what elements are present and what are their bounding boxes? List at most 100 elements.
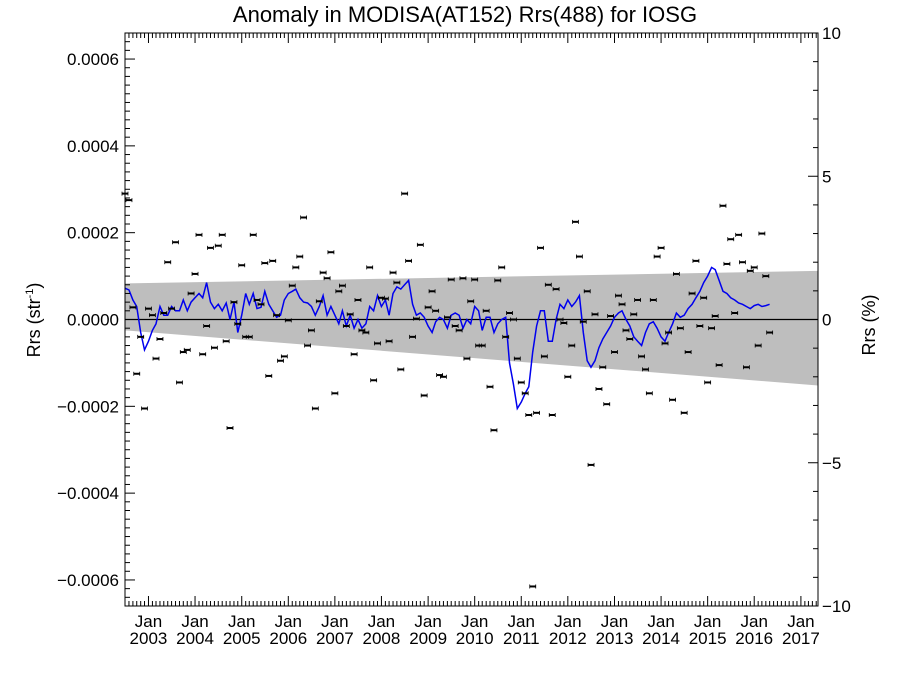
data-point — [451, 324, 459, 329]
data-point — [432, 308, 440, 313]
data-point — [370, 378, 378, 383]
data-point — [723, 261, 731, 266]
data-point — [277, 358, 284, 363]
x-tick-month: Jan — [554, 612, 581, 631]
data-point — [366, 265, 374, 270]
data-point — [211, 345, 218, 350]
data-point — [517, 380, 525, 385]
data-point — [385, 339, 393, 344]
data-point — [207, 245, 214, 250]
data-point — [649, 297, 657, 302]
data-point — [533, 410, 540, 415]
data-point — [762, 274, 770, 279]
data-point — [704, 380, 712, 385]
x-tick-year: 2003 — [130, 629, 168, 648]
data-point — [560, 320, 568, 325]
data-point — [362, 330, 370, 335]
data-point — [409, 334, 416, 339]
data-point — [381, 296, 389, 301]
data-point — [195, 232, 203, 237]
x-tick-month: Jan — [414, 612, 441, 631]
data-point — [401, 191, 409, 196]
data-point — [486, 384, 494, 389]
data-point — [447, 277, 455, 282]
data-point — [603, 402, 611, 407]
data-point — [296, 254, 304, 259]
data-point — [669, 397, 676, 402]
data-point — [389, 270, 397, 275]
y-axis-label-main: Rrs (str — [24, 298, 44, 357]
data-points-layer — [121, 191, 774, 589]
data-point — [160, 310, 168, 315]
data-point — [307, 328, 315, 333]
data-point — [280, 354, 288, 359]
data-point — [645, 391, 653, 396]
data-point — [719, 203, 727, 208]
x-tick-year: 2017 — [782, 629, 820, 648]
data-point — [257, 302, 265, 307]
data-point — [156, 337, 164, 342]
x-tick-year: 2004 — [176, 629, 214, 648]
x-tick-month: Jan — [508, 612, 535, 631]
y-tick-label: 0.0004 — [67, 137, 119, 156]
y-tick-label: −0.0006 — [57, 571, 119, 590]
data-point — [187, 291, 195, 296]
data-point — [494, 278, 502, 283]
data-point — [203, 324, 211, 329]
data-point — [611, 350, 618, 355]
data-point — [696, 324, 704, 329]
data-point — [214, 243, 222, 248]
data-point — [510, 317, 517, 322]
data-point — [315, 299, 323, 304]
data-point — [443, 315, 451, 320]
x-tick-month: Jan — [461, 612, 488, 631]
data-point — [234, 321, 242, 326]
data-point — [342, 324, 350, 329]
data-point — [568, 343, 576, 348]
data-point — [249, 232, 257, 237]
data-point — [688, 291, 696, 296]
data-point — [490, 428, 498, 433]
data-point — [416, 242, 424, 247]
data-point — [700, 295, 708, 300]
data-point — [145, 306, 152, 311]
data-point — [230, 300, 238, 305]
data-point — [498, 265, 506, 270]
data-point — [253, 297, 261, 302]
data-point — [642, 367, 649, 372]
data-point — [261, 261, 269, 266]
data-point — [311, 406, 319, 411]
data-point — [467, 299, 475, 304]
y2-tick-label: −5 — [822, 454, 841, 473]
data-point — [548, 413, 556, 417]
x-tick-month: Jan — [228, 612, 255, 631]
data-point — [537, 245, 544, 250]
data-point — [766, 330, 774, 335]
data-point — [284, 318, 292, 323]
data-point — [731, 310, 739, 315]
y2-tick-label: −10 — [822, 597, 851, 616]
data-point — [727, 237, 735, 242]
data-point — [238, 263, 246, 268]
data-point — [292, 265, 300, 270]
x-tick-year: 2005 — [223, 629, 261, 648]
data-point — [615, 293, 622, 298]
data-point — [587, 462, 595, 467]
data-point — [455, 328, 463, 333]
data-point — [478, 343, 486, 348]
data-point — [172, 240, 179, 245]
data-point — [424, 305, 432, 310]
x-tick-month: Jan — [181, 612, 208, 631]
data-point — [638, 354, 645, 359]
data-point — [405, 258, 413, 263]
y-tick-label: −0.0004 — [57, 484, 119, 503]
data-point — [680, 410, 688, 415]
y-tick-label: 0.0006 — [67, 50, 119, 69]
data-point — [564, 374, 572, 379]
data-point — [672, 271, 680, 276]
data-point — [222, 339, 230, 344]
y-tick-label: −0.0002 — [57, 397, 119, 416]
data-point — [428, 289, 436, 294]
data-point — [556, 317, 564, 322]
data-point — [595, 386, 603, 391]
